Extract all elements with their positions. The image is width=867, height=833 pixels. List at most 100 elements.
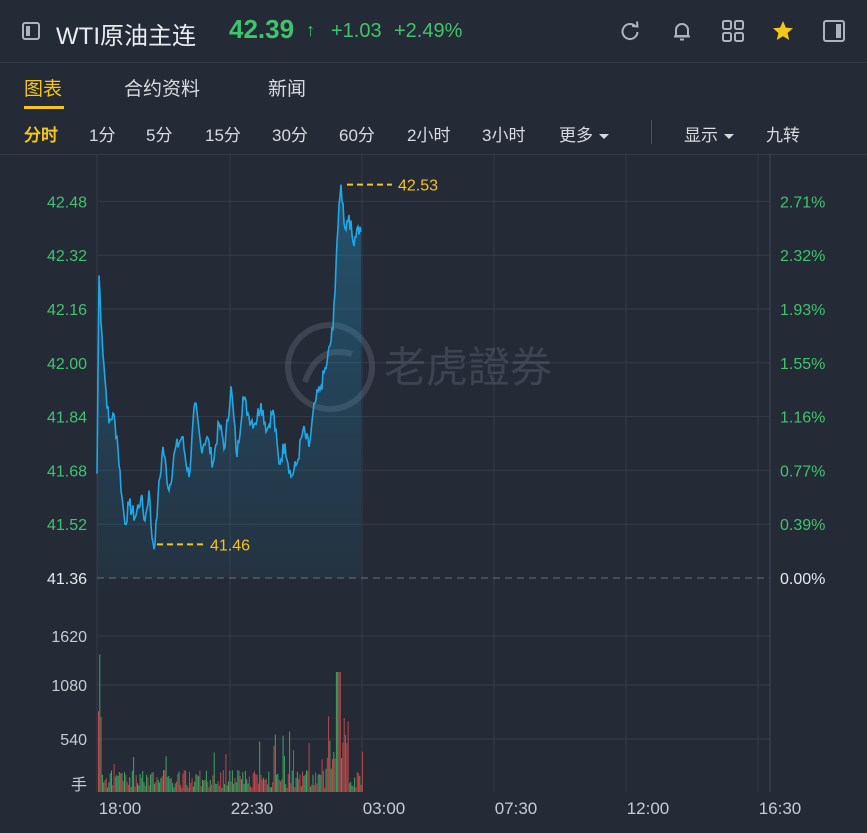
panel-icon[interactable] [823,20,845,42]
volume-bar [126,781,128,792]
percent-tick-label: 2.32% [780,248,825,265]
volume-bar [283,755,285,792]
volume-bar [248,776,250,792]
volume-bar [333,752,335,792]
volume-bar [161,776,163,792]
percent-tick-label: 1.55% [780,356,825,373]
volume-bar [234,778,236,792]
volume-bar [183,770,185,792]
tab-chart[interactable]: 图表 [24,79,63,100]
period-2h[interactable]: 2小时 [407,126,451,145]
volume-bar [185,770,187,792]
period-15m[interactable]: 15分 [205,126,241,145]
volume-bar [203,780,205,792]
volume-bar [263,777,265,792]
volume-bar [359,775,361,792]
volume-bar [330,768,332,792]
volume-bar [148,785,150,792]
volume-bar [347,721,349,792]
period-3h[interactable]: 3小时 [482,126,526,145]
volume-bar [144,786,146,792]
tab-contract-info[interactable]: 合约资料 [124,79,201,100]
volume-bars [98,654,363,792]
time-tick-label: 07:30 [495,799,538,818]
volume-bar [328,716,330,792]
volume-bar [276,774,278,792]
volume-bar [199,770,201,792]
tab-news[interactable]: 新闻 [268,79,307,100]
volume-bar [334,758,336,792]
volume-bar [226,785,228,792]
bell-icon[interactable] [671,20,693,42]
volume-bar [111,770,112,792]
volume-bar [186,784,188,792]
volume-bar [228,781,229,792]
volume-bar [181,787,183,792]
volume-bar [268,771,270,792]
volume-bar [317,774,319,792]
star-icon[interactable] [772,20,794,42]
volume-bar [321,759,323,792]
volume-bar [319,774,320,792]
volume-axis: 1620 1080 540 手 [51,629,87,794]
volume-bar [346,743,348,792]
volume-bar [168,776,170,792]
volume-bar [213,752,215,792]
volume-bar [289,731,291,792]
volume-bar [122,781,124,792]
volume-bar [156,777,158,792]
volume-bar [217,781,219,792]
volume-bar [117,776,119,792]
period-5m[interactable]: 5分 [146,126,173,145]
nine-turn-toggle[interactable]: 九转 [766,126,800,145]
period-60m[interactable]: 60分 [339,126,375,145]
volume-bar [147,777,149,792]
display-dropdown[interactable]: 显示 [684,121,734,146]
volume-bar [202,780,203,792]
volume-bar [220,772,222,792]
period-more[interactable]: 更多 [559,121,609,146]
period-30m[interactable]: 30分 [272,126,308,145]
percent-tick-label: 0.77% [780,463,825,480]
volume-bar [295,777,297,792]
refresh-icon[interactable] [619,20,641,42]
grid-icon[interactable] [722,20,744,42]
volume-bar [221,787,223,792]
volume-bar [302,771,304,792]
price-tick-label: 41.36 [47,571,87,588]
volume-bar [222,770,224,792]
period-intraday[interactable]: 分时 [24,126,58,145]
volume-bar [316,783,318,792]
volume-bar [100,716,102,792]
volume-bar [163,770,164,792]
intraday-chart[interactable]: 老虎證券 42.48 42.32 42.16 42.00 41.84 41.68 41.52… [0,154,867,833]
volume-bar [133,757,135,792]
period-1m[interactable]: 1分 [89,126,116,145]
volume-bar [178,771,180,792]
volume-bar [325,768,327,792]
volume-bar [170,777,172,792]
volume-bar [118,772,120,792]
volume-bar [241,779,242,792]
volume-bar [233,783,235,792]
volume-bar [130,787,132,792]
volume-tick-label: 1620 [51,629,87,646]
volume-bar [285,784,287,792]
volume-bar [239,776,241,792]
volume-bar [166,776,168,792]
sidebar-toggle-icon[interactable] [22,22,40,40]
volume-bar [269,787,271,792]
volume-bar [280,781,281,792]
volume-bar [104,780,106,792]
price-tick-label: 41.84 [47,410,87,427]
volume-bar [290,783,292,792]
volume-bar [129,777,131,792]
volume-bar [235,782,237,792]
volume-bar [176,781,177,792]
volume-bar [315,772,317,792]
volume-bar [345,734,346,792]
volume-bar [306,770,307,792]
time-axis: 18:00 22:30 03:00 07:30 12:00 16:30 [99,799,802,818]
volume-bar [207,781,209,792]
volume-bar [247,783,249,792]
